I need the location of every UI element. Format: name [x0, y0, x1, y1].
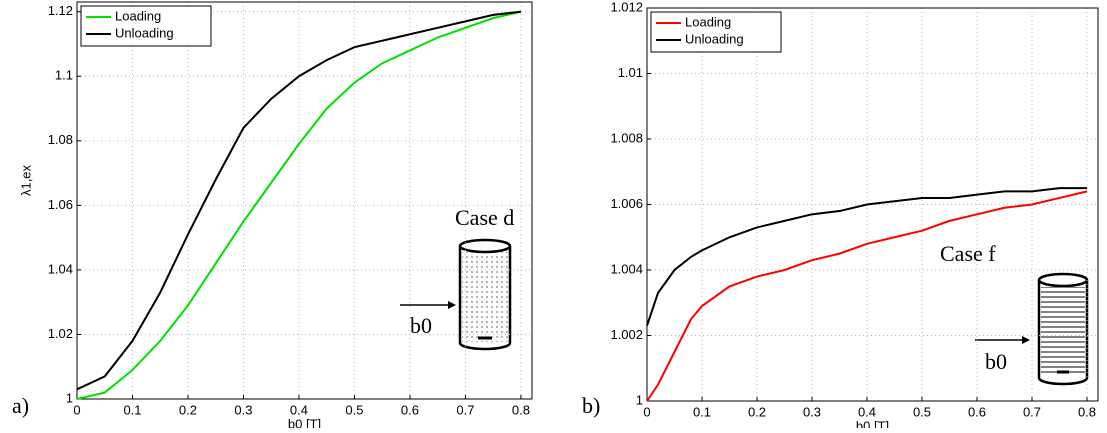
x-axis-label: b0 [T] — [856, 418, 889, 428]
x-tick-label: 0.7 — [456, 402, 474, 417]
data-line — [76, 10, 522, 400]
y-tick-label: 1.004 — [610, 261, 643, 276]
y-tick-label: 1.02 — [48, 326, 73, 341]
y-tick-label: 1 — [66, 390, 73, 405]
x-tick-label: 0.2 — [179, 402, 197, 417]
annotation: b0 — [985, 349, 1007, 374]
x-tick-label: 0.4 — [858, 404, 876, 419]
x-tick-label: 0.4 — [290, 402, 308, 417]
y-tick-label: 1.002 — [610, 327, 643, 342]
x-tick-label: 0 — [73, 402, 80, 417]
y-axis-label: λ1,ex — [18, 164, 33, 196]
y-tick-label: 1.04 — [48, 261, 73, 276]
x-tick-label: 0.3 — [234, 402, 252, 417]
annotation: Case d — [455, 205, 514, 230]
x-tick-label: 0.3 — [803, 404, 821, 419]
y-tick-label: 1.012 — [610, 0, 643, 14]
legend-label: Unloading — [115, 25, 174, 40]
y-tick-label: 1.01 — [618, 65, 643, 80]
y-tick-label: 1.008 — [610, 130, 643, 145]
data-line — [646, 190, 1088, 402]
annotation: Case f — [940, 241, 996, 266]
legend-label: Loading — [115, 8, 161, 23]
x-axis-label: b0 [T] — [288, 416, 321, 428]
annotation: b0 — [410, 313, 432, 338]
legend-box — [650, 11, 782, 53]
y-tick-label: 1.006 — [610, 196, 643, 211]
x-tick-label: 0.2 — [748, 404, 766, 419]
legend-label: Unloading — [685, 31, 744, 46]
x-tick-label: 0.1 — [123, 402, 141, 417]
x-tick-label: 0 — [643, 404, 650, 419]
plot-frame — [646, 7, 1099, 402]
y-tick-label: 1.1 — [55, 68, 73, 83]
legend-label: Loading — [685, 14, 731, 29]
y-tick-label: 1.06 — [48, 197, 73, 212]
y-tick-label: 1.12 — [48, 3, 73, 18]
cylinder-icon-d — [400, 238, 512, 351]
y-tick-label: 1.08 — [48, 132, 73, 147]
x-tick-label: 0.7 — [1023, 404, 1041, 419]
annotation: b) — [582, 393, 600, 418]
x-tick-label: 0.6 — [968, 404, 986, 419]
x-tick-label: 0.6 — [401, 402, 419, 417]
x-tick-label: 0.8 — [512, 402, 530, 417]
x-tick-label: 0.5 — [345, 402, 363, 417]
x-tick-label: 0.1 — [693, 404, 711, 419]
annotation: a) — [12, 393, 29, 418]
data-line — [646, 187, 1087, 326]
x-tick-label: 0.8 — [1078, 404, 1096, 419]
plot-frame — [76, 1, 533, 400]
y-tick-label: 1 — [636, 392, 643, 407]
legend-box — [80, 5, 212, 47]
x-tick-label: 0.5 — [913, 404, 931, 419]
data-line — [76, 10, 522, 391]
